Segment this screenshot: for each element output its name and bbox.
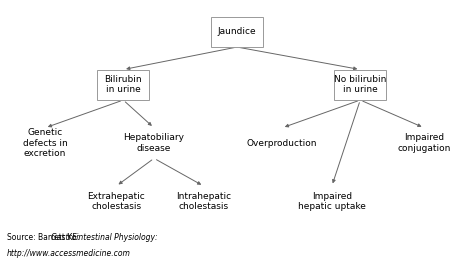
Text: Genetic
defects in
excretion: Genetic defects in excretion <box>23 128 67 158</box>
FancyBboxPatch shape <box>334 69 386 100</box>
Text: Intrahepatic
cholestasis: Intrahepatic cholestasis <box>176 192 231 211</box>
Text: http://www.accessmedicine.com: http://www.accessmedicine.com <box>7 249 131 258</box>
Text: Gastrointestinal Physiology:: Gastrointestinal Physiology: <box>51 233 158 242</box>
FancyBboxPatch shape <box>97 69 149 100</box>
Text: Bilirubin
in urine: Bilirubin in urine <box>104 75 142 95</box>
Text: Hepatobiliary
disease: Hepatobiliary disease <box>124 133 184 153</box>
Text: Extrahepatic
cholestasis: Extrahepatic cholestasis <box>87 192 145 211</box>
Text: Source: Barrett KE:: Source: Barrett KE: <box>7 233 82 242</box>
Text: Jaundice: Jaundice <box>218 27 256 36</box>
FancyBboxPatch shape <box>211 16 263 47</box>
Text: Impaired
hepatic uptake: Impaired hepatic uptake <box>298 192 366 211</box>
Text: Impaired
conjugation: Impaired conjugation <box>398 133 451 153</box>
Text: Overproduction: Overproduction <box>247 139 317 148</box>
Text: No bilirubin
in urine: No bilirubin in urine <box>334 75 386 95</box>
